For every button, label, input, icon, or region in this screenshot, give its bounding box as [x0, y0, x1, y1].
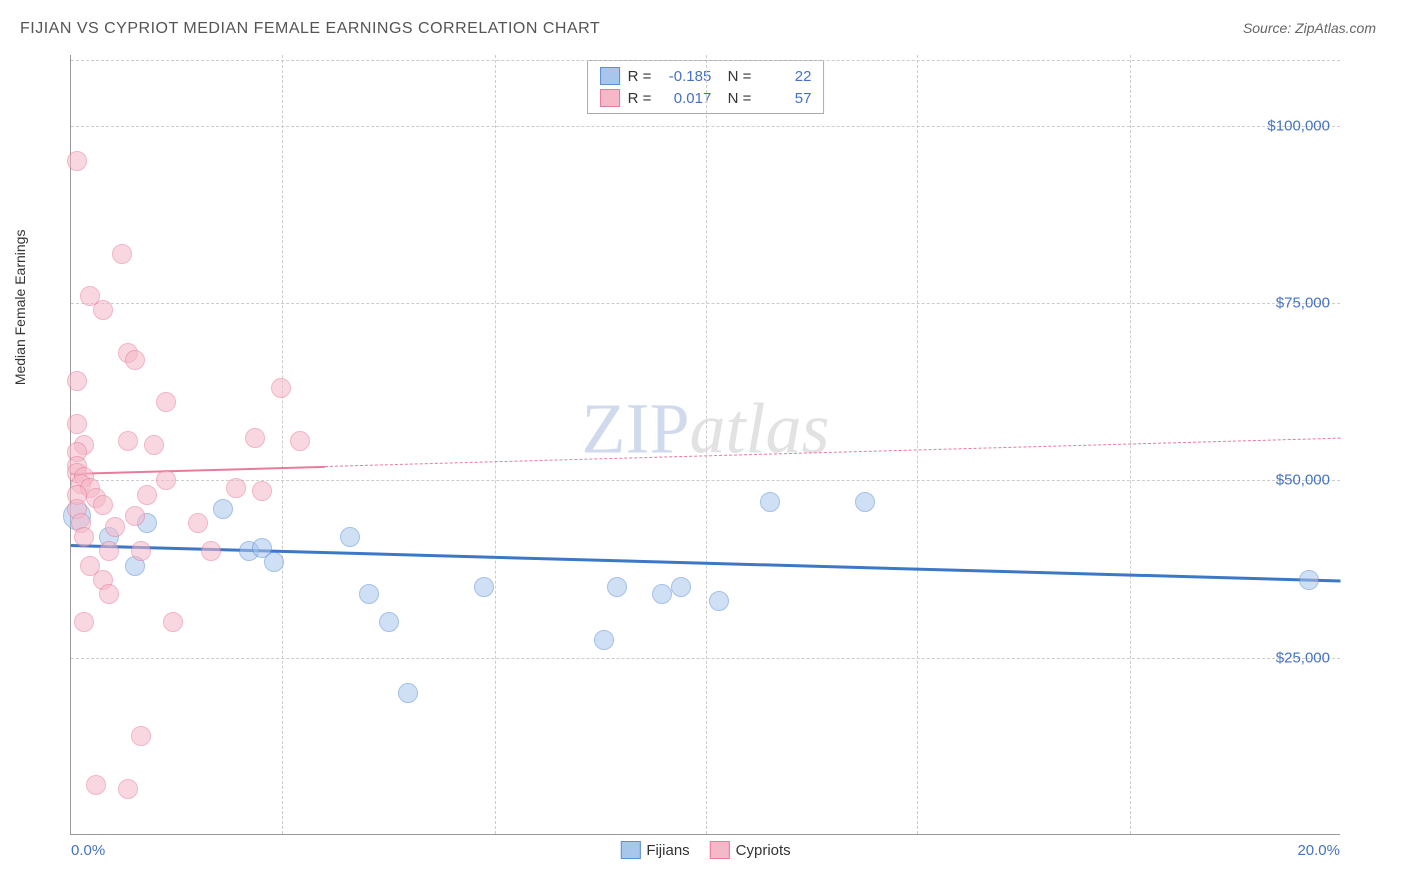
- legend-item: Cypriots: [710, 841, 791, 859]
- scatter-point: [137, 485, 157, 505]
- scatter-point: [67, 414, 87, 434]
- y-axis-label: Median Female Earnings: [12, 230, 28, 386]
- scatter-point: [379, 612, 399, 632]
- scatter-point: [105, 517, 125, 537]
- scatter-point: [474, 577, 494, 597]
- scatter-point: [188, 513, 208, 533]
- legend-label: Fijians: [646, 842, 689, 859]
- scatter-point: [359, 584, 379, 604]
- scatter-point: [131, 541, 151, 561]
- legend-r-value: 0.017: [659, 90, 711, 107]
- scatter-point: [125, 506, 145, 526]
- scatter-point: [93, 495, 113, 515]
- trend-line: [325, 438, 1341, 467]
- scatter-point: [213, 499, 233, 519]
- legend-r-label: R =: [628, 68, 652, 85]
- legend-n-label: N =: [719, 68, 751, 85]
- watermark-atlas: atlas: [689, 388, 829, 468]
- scatter-point: [67, 151, 87, 171]
- scatter-point: [607, 577, 627, 597]
- source-attribution: Source: ZipAtlas.com: [1243, 20, 1376, 36]
- scatter-point: [340, 527, 360, 547]
- legend-swatch: [600, 89, 620, 107]
- y-tick-label: $50,000: [1276, 472, 1330, 489]
- scatter-point: [156, 392, 176, 412]
- scatter-point: [271, 378, 291, 398]
- legend-swatch: [710, 841, 730, 859]
- gridline-v: [706, 55, 707, 834]
- chart-title: FIJIAN VS CYPRIOT MEDIAN FEMALE EARNINGS…: [20, 20, 600, 38]
- scatter-point: [226, 478, 246, 498]
- y-tick-label: $25,000: [1276, 649, 1330, 666]
- legend-n-label: N =: [719, 90, 751, 107]
- scatter-point: [252, 481, 272, 501]
- scatter-point: [594, 630, 614, 650]
- y-tick-label: $75,000: [1276, 295, 1330, 312]
- scatter-point: [264, 552, 284, 572]
- scatter-point: [144, 435, 164, 455]
- scatter-point: [99, 541, 119, 561]
- scatter-point: [156, 470, 176, 490]
- legend-item: Fijians: [620, 841, 689, 859]
- scatter-point: [112, 244, 132, 264]
- scatter-point: [99, 584, 119, 604]
- scatter-point: [118, 431, 138, 451]
- scatter-point: [74, 612, 94, 632]
- trend-line: [71, 466, 325, 475]
- scatter-point: [760, 492, 780, 512]
- legend-r-value: -0.185: [659, 68, 711, 85]
- gridline-v: [917, 55, 918, 834]
- scatter-point: [201, 541, 221, 561]
- scatter-point: [74, 527, 94, 547]
- scatter-point: [86, 775, 106, 795]
- scatter-point: [118, 779, 138, 799]
- legend-series: Fijians Cypriots: [620, 841, 790, 859]
- legend-r-label: R =: [628, 90, 652, 107]
- scatter-point: [855, 492, 875, 512]
- legend-n-value: 22: [759, 68, 811, 85]
- scatter-point: [93, 300, 113, 320]
- plot-area: ZIPatlas R =-0.185 N =22R =0.017 N =57 F…: [70, 55, 1340, 835]
- scatter-point: [131, 726, 151, 746]
- legend-label: Cypriots: [736, 842, 791, 859]
- legend-swatch: [620, 841, 640, 859]
- scatter-point: [652, 584, 672, 604]
- legend-n-value: 57: [759, 90, 811, 107]
- gridline-v: [495, 55, 496, 834]
- chart-container: Median Female Earnings ZIPatlas R =-0.18…: [50, 55, 1380, 855]
- x-tick-label: 0.0%: [71, 842, 105, 859]
- legend-swatch: [600, 67, 620, 85]
- scatter-point: [125, 350, 145, 370]
- scatter-point: [67, 371, 87, 391]
- scatter-point: [398, 683, 418, 703]
- scatter-point: [290, 431, 310, 451]
- scatter-point: [709, 591, 729, 611]
- chart-header: FIJIAN VS CYPRIOT MEDIAN FEMALE EARNINGS…: [0, 0, 1406, 48]
- scatter-point: [163, 612, 183, 632]
- x-tick-label: 20.0%: [1297, 842, 1340, 859]
- scatter-point: [1299, 570, 1319, 590]
- scatter-point: [245, 428, 265, 448]
- scatter-point: [671, 577, 691, 597]
- gridline-v: [282, 55, 283, 834]
- y-tick-label: $100,000: [1267, 117, 1330, 134]
